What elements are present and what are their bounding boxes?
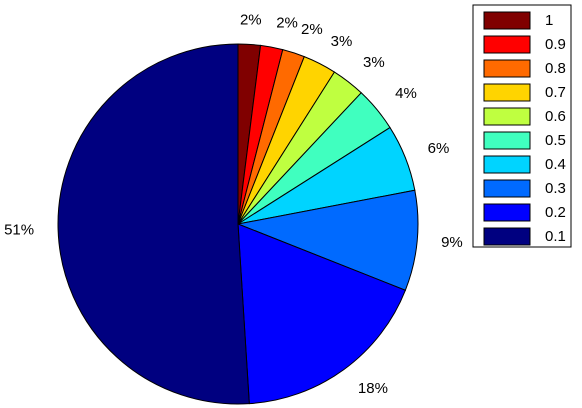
- data-label: 18%: [358, 380, 388, 397]
- legend-swatch: [483, 203, 531, 222]
- data-label: 3%: [363, 54, 385, 71]
- data-label: 51%: [4, 221, 34, 238]
- data-label: 3%: [331, 33, 353, 50]
- legend: 1 0.9 0.8 0.7 0.6 0.5 0.4 0.3 0.2 0.1: [472, 4, 572, 248]
- legend-label: 0.5: [545, 132, 566, 149]
- legend-swatch: [483, 59, 531, 78]
- legend-label: 0.7: [545, 84, 566, 101]
- legend-label: 0.3: [545, 180, 566, 197]
- pie-slice: [237, 223, 407, 405]
- legend-swatch: [483, 35, 531, 54]
- data-label: 9%: [441, 234, 463, 251]
- legend-label: 0.9: [545, 36, 566, 53]
- legend-label: 0.6: [545, 108, 566, 125]
- legend-label: 0.4: [545, 156, 566, 173]
- data-label: 2%: [240, 11, 262, 28]
- data-label: 4%: [395, 85, 417, 102]
- legend-swatch: [483, 155, 531, 174]
- legend-label: 1: [545, 12, 553, 29]
- legend-swatch: [483, 227, 531, 246]
- legend-swatch: [483, 179, 531, 198]
- pie-slice: [57, 43, 250, 405]
- legend-label: 0.1: [545, 228, 566, 245]
- data-label: 2%: [301, 21, 323, 38]
- data-label: 2%: [276, 15, 298, 32]
- legend-swatch: [483, 131, 531, 150]
- data-label: 6%: [428, 140, 450, 157]
- legend-swatch: [483, 107, 531, 126]
- legend-swatch: [483, 11, 531, 30]
- legend-swatch: [483, 83, 531, 102]
- legend-label: 0.2: [545, 204, 566, 221]
- pie-slice: [236, 189, 419, 291]
- legend-label: 0.8: [545, 60, 566, 77]
